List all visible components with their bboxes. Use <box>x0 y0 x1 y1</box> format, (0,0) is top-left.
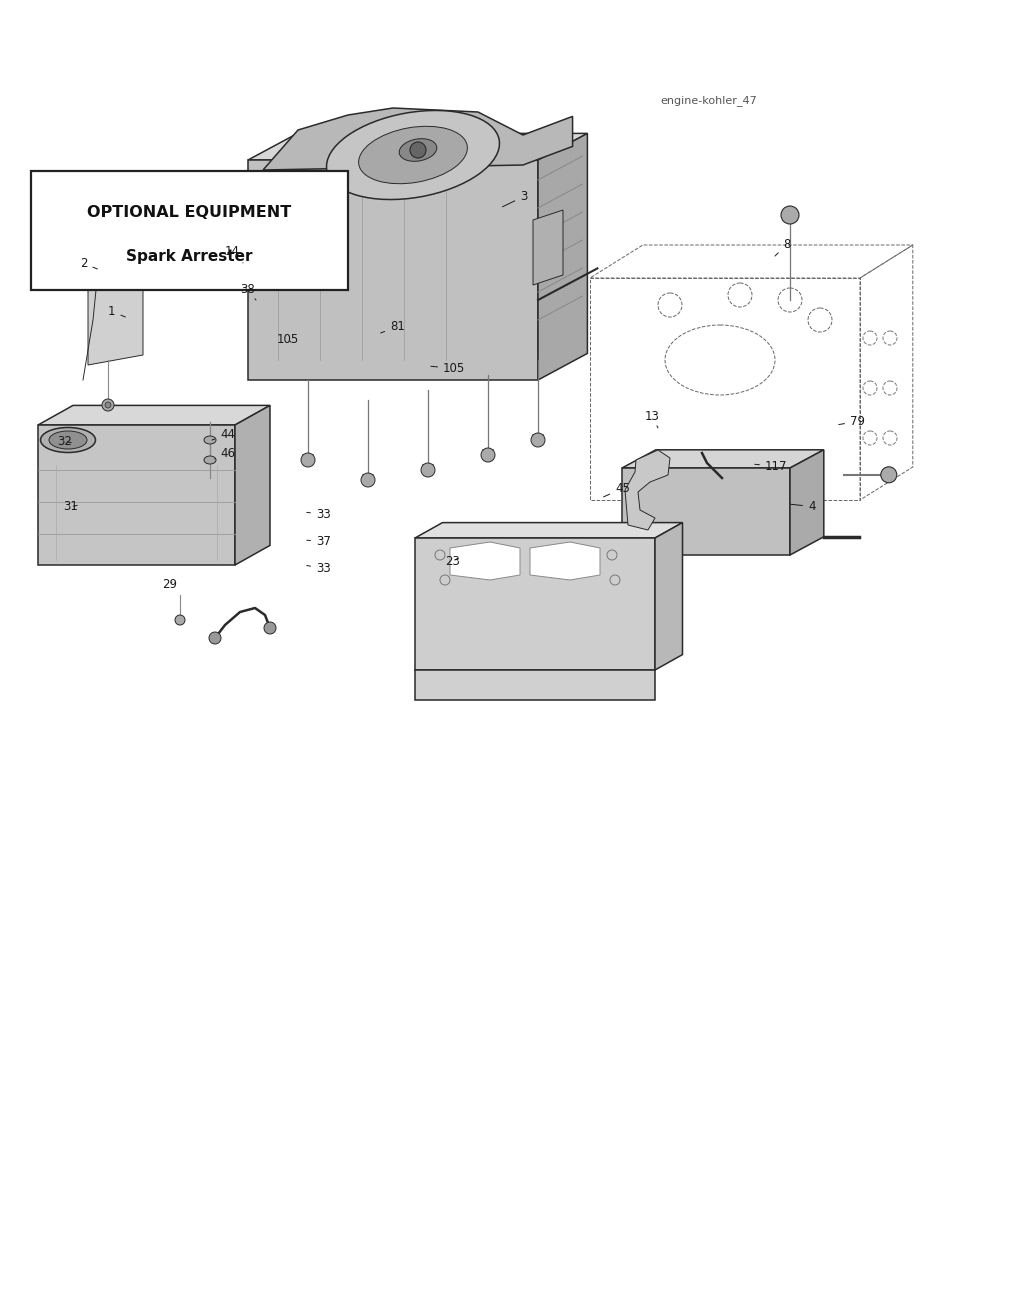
Text: OPTIONAL EQUIPMENT: OPTIONAL EQUIPMENT <box>87 205 292 220</box>
Text: 32: 32 <box>57 436 72 447</box>
Polygon shape <box>538 133 588 380</box>
Text: 37: 37 <box>307 536 331 547</box>
Polygon shape <box>263 108 572 170</box>
Text: 45: 45 <box>603 482 630 497</box>
Circle shape <box>481 447 495 462</box>
Circle shape <box>301 453 315 467</box>
Text: 117: 117 <box>755 461 787 472</box>
Bar <box>31 171 348 290</box>
Text: 1: 1 <box>108 305 125 318</box>
Text: 13: 13 <box>645 411 659 428</box>
Polygon shape <box>622 450 823 468</box>
Circle shape <box>105 401 111 408</box>
Circle shape <box>421 463 435 476</box>
Circle shape <box>102 399 114 411</box>
Ellipse shape <box>204 436 216 443</box>
Circle shape <box>209 632 221 644</box>
Polygon shape <box>415 538 655 670</box>
Polygon shape <box>790 450 823 555</box>
Text: 3: 3 <box>503 190 527 207</box>
Polygon shape <box>415 670 655 700</box>
Polygon shape <box>248 161 538 380</box>
Circle shape <box>410 142 426 158</box>
Circle shape <box>361 472 375 487</box>
Polygon shape <box>450 542 520 580</box>
Circle shape <box>881 467 897 483</box>
Text: 105: 105 <box>278 333 299 346</box>
Ellipse shape <box>399 138 437 162</box>
Circle shape <box>531 433 545 447</box>
Circle shape <box>781 207 799 224</box>
Text: 33: 33 <box>307 562 331 575</box>
Polygon shape <box>530 542 600 580</box>
Polygon shape <box>534 211 563 286</box>
Circle shape <box>175 615 185 625</box>
Text: 8: 8 <box>775 238 791 257</box>
Polygon shape <box>655 522 683 670</box>
Text: 38: 38 <box>240 283 256 300</box>
Text: 23: 23 <box>445 555 460 569</box>
Text: 4: 4 <box>791 500 815 513</box>
Text: 44: 44 <box>212 428 234 441</box>
Circle shape <box>264 622 276 634</box>
Ellipse shape <box>49 432 87 449</box>
Text: 33: 33 <box>307 508 331 521</box>
Text: 79: 79 <box>839 415 865 428</box>
Text: 31: 31 <box>63 500 78 513</box>
Ellipse shape <box>41 428 95 453</box>
Polygon shape <box>38 425 234 565</box>
Polygon shape <box>415 522 683 538</box>
Text: engine-kohler_47: engine-kohler_47 <box>660 95 757 105</box>
Text: 2: 2 <box>80 257 97 270</box>
Text: 81: 81 <box>381 320 404 333</box>
Polygon shape <box>234 405 270 565</box>
Polygon shape <box>38 405 270 425</box>
Text: 46: 46 <box>215 447 234 461</box>
Text: 14: 14 <box>225 245 243 263</box>
Text: 29: 29 <box>162 578 177 591</box>
Polygon shape <box>622 468 790 555</box>
Polygon shape <box>625 450 670 530</box>
Polygon shape <box>248 133 588 161</box>
Text: Spark Arrester: Spark Arrester <box>126 249 253 263</box>
Ellipse shape <box>358 126 467 184</box>
Ellipse shape <box>327 111 500 200</box>
Ellipse shape <box>204 457 216 465</box>
Polygon shape <box>88 250 143 365</box>
Text: 105: 105 <box>431 362 465 375</box>
